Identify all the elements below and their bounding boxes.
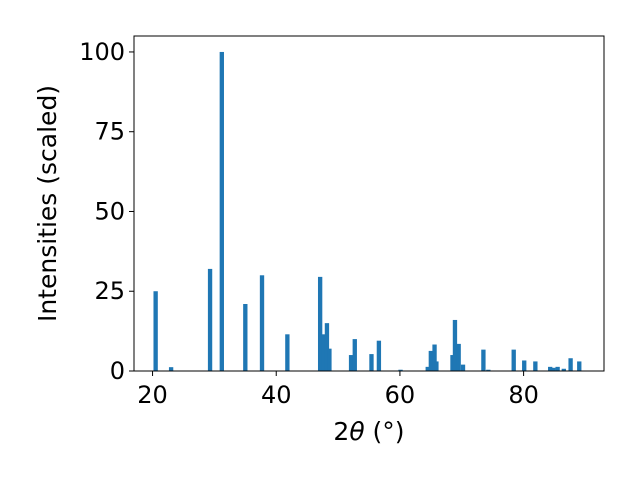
bar-21: [452, 319, 458, 371]
bar-25: [486, 369, 491, 371]
bar-17: [428, 350, 434, 371]
y-tick-label: 100: [79, 38, 125, 66]
bar-20: [450, 355, 455, 371]
bar-31: [555, 366, 560, 371]
y-tick-label: 25: [94, 277, 125, 305]
x-tick-label: 80: [508, 381, 539, 409]
bar-7: [317, 276, 323, 371]
bar-22: [456, 343, 461, 371]
bar-3: [219, 51, 224, 371]
bar-0: [153, 291, 158, 371]
bar-12: [352, 339, 357, 371]
bar-34: [577, 361, 582, 371]
bar-13: [369, 354, 374, 371]
x-axis: 20 40 60 80: [137, 371, 539, 409]
bar-19: [434, 361, 439, 371]
bar-10: [327, 348, 332, 371]
bar-4: [243, 304, 248, 371]
bar-18: [432, 344, 437, 371]
bar-1: [168, 367, 174, 371]
bar-series: [153, 51, 582, 371]
y-tick-label: 50: [94, 197, 125, 225]
bar-9: [324, 323, 330, 371]
bar-29: [548, 366, 553, 371]
y-tick-label: 75: [94, 118, 125, 146]
bar-5: [259, 275, 265, 371]
bar-2: [207, 268, 213, 371]
bar-30: [551, 367, 556, 371]
bar-8: [321, 334, 326, 371]
bar-23: [460, 364, 466, 371]
x-tick-label: 60: [385, 381, 416, 409]
bar-15: [398, 369, 403, 371]
plot-background: [134, 36, 604, 371]
y-axis: 0 25 50 75 100: [79, 38, 134, 385]
bar-32: [561, 368, 566, 371]
bar-24: [481, 349, 486, 371]
bar-26: [511, 349, 516, 371]
bar-28: [533, 361, 538, 371]
x-tick-label: 40: [261, 381, 292, 409]
y-tick-label: 0: [110, 357, 125, 385]
bar-16: [425, 366, 430, 371]
bar-33: [568, 358, 573, 371]
bar-27: [522, 360, 527, 371]
bar-14: [376, 340, 382, 371]
bar-6: [285, 334, 290, 371]
y-axis-title: Intensities (scaled): [33, 85, 62, 322]
x-tick-label: 20: [137, 381, 168, 409]
x-axis-title: 2θ (°): [333, 417, 404, 446]
plot-frame: [133, 35, 605, 372]
bar-11: [348, 355, 354, 371]
